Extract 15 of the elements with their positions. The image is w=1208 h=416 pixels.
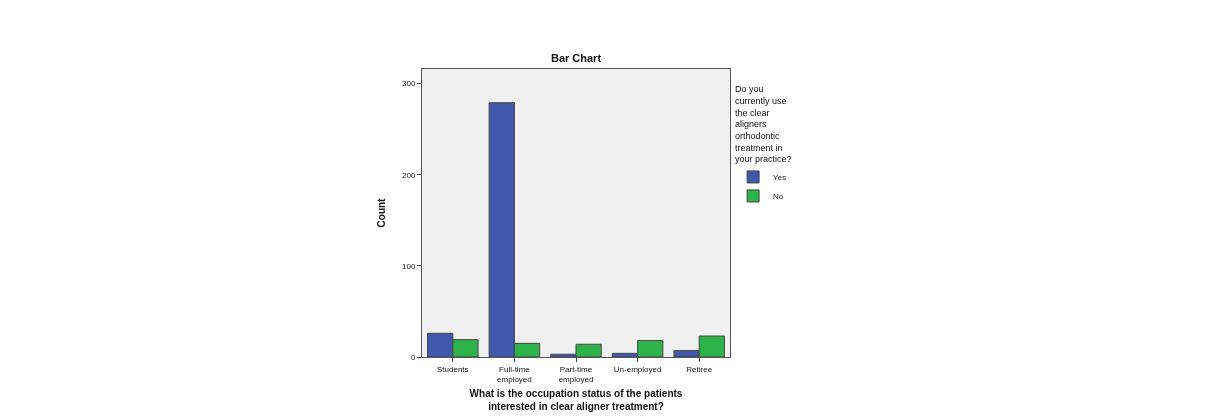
legend-label: Yes <box>773 173 787 183</box>
chart-title: Bar Chart <box>550 51 602 64</box>
x-tick-label: Full-time employed <box>497 364 532 384</box>
y-tick-label: 200 <box>402 170 416 180</box>
legend-label: No <box>773 192 784 202</box>
y-axis-title: Count <box>376 197 388 228</box>
y-tick-label: 0 <box>410 352 416 362</box>
x-tick-label: Part-time employed <box>558 364 594 384</box>
y-tick-label: 100 <box>402 261 416 271</box>
x-tick-label: Students <box>437 364 469 374</box>
legend-title: Do you currently use the clear aligners orthodontic treatment in your practice? <box>735 84 792 165</box>
x-tick-label: Un-employed <box>613 364 662 374</box>
y-tick-label: 300 <box>402 79 416 89</box>
x-axis-title: What is the occupation status of the patients interested in clear aligner treatment? <box>469 387 683 412</box>
x-tick-label: Retiree <box>686 364 713 374</box>
